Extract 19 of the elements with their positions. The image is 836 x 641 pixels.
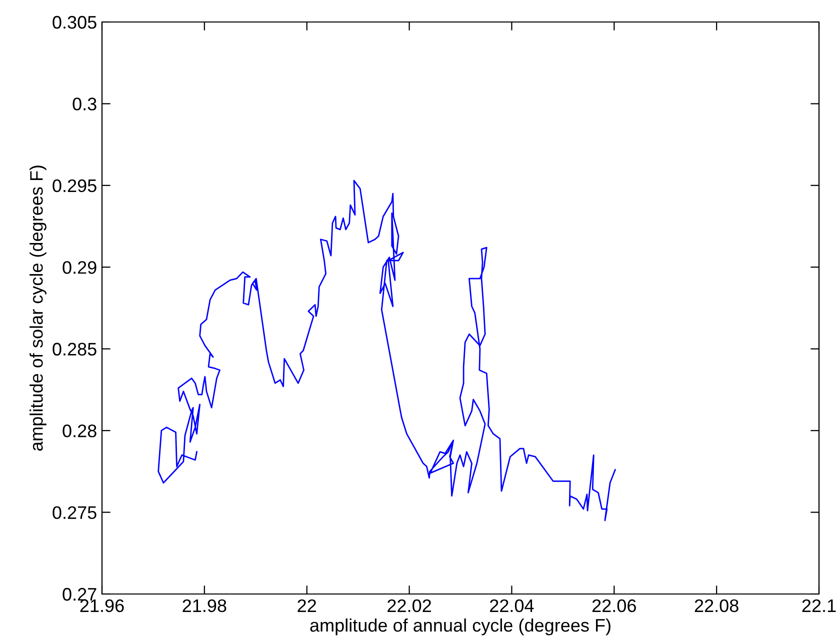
y-tick-label: 0.3 (72, 98, 96, 110)
x-axis-title: amplitude of annual cycle (degrees F) (310, 618, 610, 636)
y-tick-label: 0.27 (62, 588, 96, 601)
y-tick-label: 0.295 (52, 179, 96, 192)
x-tick-label: 22 (298, 599, 316, 612)
y-tick-label: 0.305 (52, 16, 96, 29)
x-tick-label: 22.06 (592, 599, 636, 612)
y-tick-label: 0.28 (62, 424, 96, 438)
x-tick-label: 22.1 (802, 599, 836, 612)
x-tick-label: 22.02 (388, 599, 431, 612)
y-tick-label: 0.285 (52, 342, 96, 356)
x-tick-label: 21.96 (80, 599, 124, 612)
x-tick-label: 22.08 (694, 599, 738, 612)
x-tick-label: 22.04 (490, 599, 534, 612)
y-axis-title: amplitude of solar cycle (degrees F) (30, 166, 46, 451)
y-tick-label: 0.29 (62, 261, 96, 274)
line-series (158, 180, 616, 522)
y-tick-label: 0.275 (52, 506, 96, 520)
x-tick-label: 21.98 (182, 599, 226, 612)
